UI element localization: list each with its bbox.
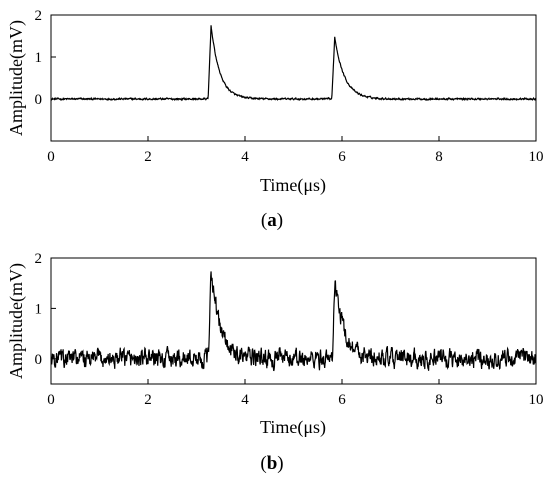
panel-a-plot-frame: [50, 14, 537, 142]
panel-b-y-axis-label: Amplitude(mV): [6, 263, 27, 379]
panel-b-x-ticks: 0 2 4 6 8 10: [47, 379, 544, 408]
panel-b-x-tick-label: 0: [47, 392, 55, 408]
panel-b-x-tick-label: 8: [435, 392, 443, 408]
panel-b-y-tick-label: 0: [35, 352, 43, 368]
panel-a-y-tick-label: 2: [35, 8, 43, 24]
panel-a-y-tick-label: 1: [35, 50, 43, 66]
panel-a: 0 2 4 6 8 10 0 1 2 Time(μs) Amplitude(mV) (a): [6, 8, 544, 231]
panel-b-signal-trace: [50, 271, 537, 372]
panel-a-x-tick-label: 4: [241, 149, 249, 165]
panel-b-y-tick-label: 2: [35, 251, 43, 267]
panel-a-y-axis-label: Amplitude(mV): [6, 20, 27, 136]
panel-a-x-tick-label: 10: [529, 149, 544, 165]
panel-a-y-ticks: 0 1 2: [35, 8, 56, 108]
panel-a-x-ticks: 0 2 4 6 8 10: [47, 136, 544, 165]
panel-a-y-tick-label: 0: [35, 92, 43, 108]
panel-b-x-tick-label: 10: [529, 392, 544, 408]
panel-b-plot-frame: [50, 257, 537, 385]
panel-b-x-tick-label: 2: [144, 392, 152, 408]
panel-b-x-tick-label: 4: [241, 392, 249, 408]
panel-a-x-tick-label: 8: [435, 149, 443, 165]
panel-b-y-tick-label: 1: [35, 301, 43, 317]
panel-a-caption: (a): [261, 210, 283, 231]
panel-a-x-axis-label: Time(μs): [260, 175, 326, 196]
panel-b-x-tick-label: 6: [338, 392, 346, 408]
panel-a-x-tick-label: 6: [338, 149, 346, 165]
panel-b-caption: (b): [260, 453, 283, 474]
panel-b-y-ticks: 0 1 2: [35, 251, 56, 368]
panel-a-x-tick-label: 2: [144, 149, 152, 165]
panel-a-x-tick-label: 0: [47, 149, 55, 165]
panel-a-signal-trace: [50, 25, 537, 102]
panel-b: 0 2 4 6 8 10 0 1 2 Time(μs) Amplitude(mV) (b): [6, 251, 544, 474]
panel-b-x-axis-label: Time(μs): [260, 417, 326, 438]
